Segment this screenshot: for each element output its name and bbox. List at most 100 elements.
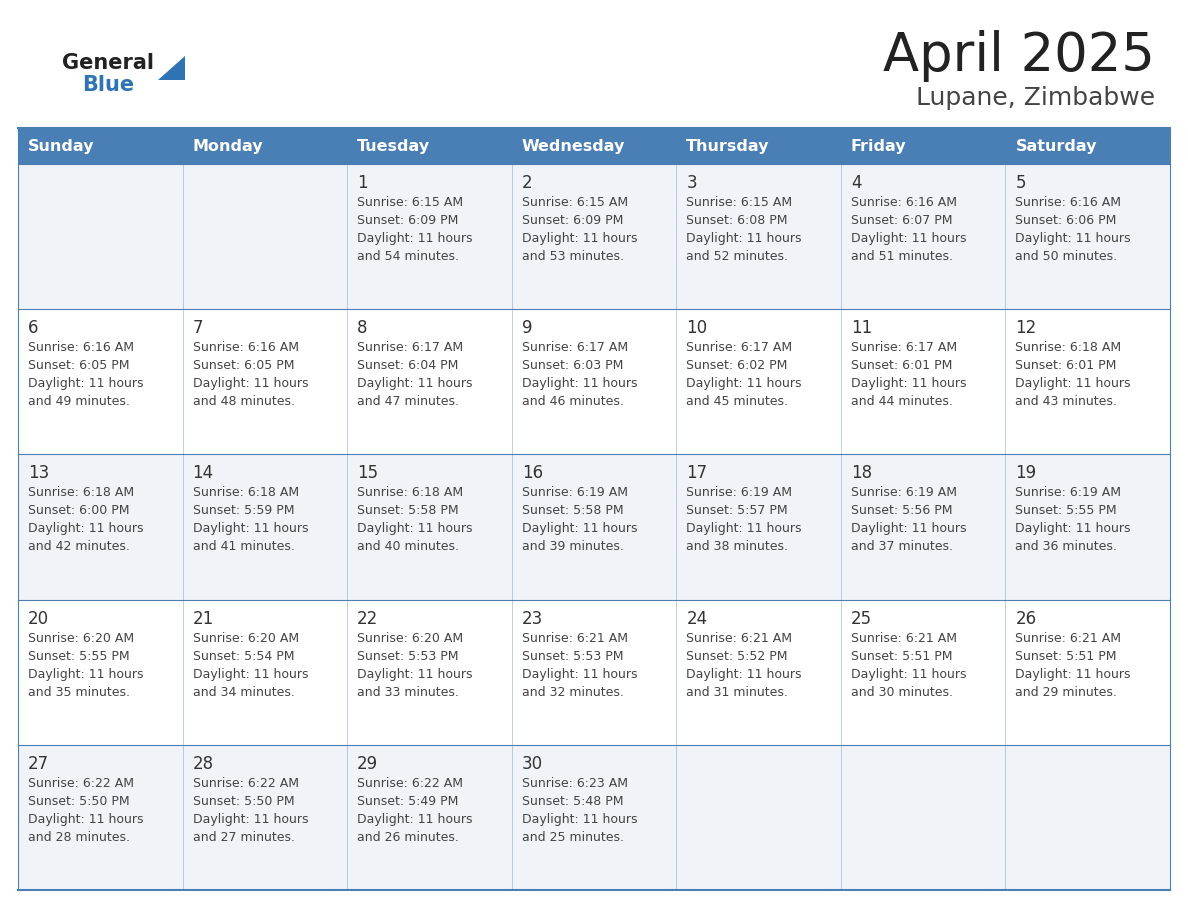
Text: 5: 5: [1016, 174, 1026, 192]
Text: and 38 minutes.: and 38 minutes.: [687, 541, 789, 554]
Text: Sunset: 5:50 PM: Sunset: 5:50 PM: [192, 795, 295, 808]
Text: Sunrise: 6:18 AM: Sunrise: 6:18 AM: [29, 487, 134, 499]
Bar: [18, 599, 1170, 744]
Text: Sunrise: 6:16 AM: Sunrise: 6:16 AM: [192, 341, 298, 354]
Text: Sunset: 5:48 PM: Sunset: 5:48 PM: [522, 795, 624, 808]
Bar: [18, 309, 1170, 454]
Text: and 28 minutes.: and 28 minutes.: [29, 831, 129, 844]
Polygon shape: [158, 56, 185, 80]
Text: Sunrise: 6:18 AM: Sunrise: 6:18 AM: [1016, 341, 1121, 354]
Text: Sunrise: 6:16 AM: Sunrise: 6:16 AM: [29, 341, 134, 354]
Text: Sunset: 6:01 PM: Sunset: 6:01 PM: [1016, 359, 1117, 372]
Text: and 35 minutes.: and 35 minutes.: [29, 686, 129, 699]
Text: Sunrise: 6:17 AM: Sunrise: 6:17 AM: [851, 341, 958, 354]
Text: 12: 12: [1016, 319, 1037, 337]
Text: Daylight: 11 hours: Daylight: 11 hours: [687, 377, 802, 390]
Text: Sunrise: 6:18 AM: Sunrise: 6:18 AM: [192, 487, 298, 499]
Bar: [18, 128, 1170, 164]
Text: and 29 minutes.: and 29 minutes.: [1016, 686, 1117, 699]
Text: and 32 minutes.: and 32 minutes.: [522, 686, 624, 699]
Text: and 27 minutes.: and 27 minutes.: [192, 831, 295, 844]
Text: 14: 14: [192, 465, 214, 482]
Text: and 25 minutes.: and 25 minutes.: [522, 831, 624, 844]
Text: Daylight: 11 hours: Daylight: 11 hours: [851, 232, 966, 245]
Text: 13: 13: [29, 465, 49, 482]
Text: Sunset: 5:51 PM: Sunset: 5:51 PM: [851, 650, 953, 663]
Text: Sunday: Sunday: [29, 139, 95, 153]
Text: and 41 minutes.: and 41 minutes.: [192, 541, 295, 554]
Text: and 33 minutes.: and 33 minutes.: [358, 686, 459, 699]
Text: Daylight: 11 hours: Daylight: 11 hours: [192, 812, 308, 826]
Text: Friday: Friday: [851, 139, 906, 153]
Text: 18: 18: [851, 465, 872, 482]
Text: Sunrise: 6:18 AM: Sunrise: 6:18 AM: [358, 487, 463, 499]
Text: Blue: Blue: [82, 75, 134, 95]
Text: 28: 28: [192, 755, 214, 773]
Text: Daylight: 11 hours: Daylight: 11 hours: [687, 667, 802, 680]
Text: 23: 23: [522, 610, 543, 628]
Text: Sunrise: 6:20 AM: Sunrise: 6:20 AM: [29, 632, 134, 644]
Text: Sunrise: 6:20 AM: Sunrise: 6:20 AM: [358, 632, 463, 644]
Text: Sunset: 5:55 PM: Sunset: 5:55 PM: [1016, 504, 1117, 518]
Text: Daylight: 11 hours: Daylight: 11 hours: [29, 667, 144, 680]
Text: 7: 7: [192, 319, 203, 337]
Text: Daylight: 11 hours: Daylight: 11 hours: [522, 522, 637, 535]
Text: Sunset: 6:04 PM: Sunset: 6:04 PM: [358, 359, 459, 372]
Text: 27: 27: [29, 755, 49, 773]
Text: Sunset: 5:55 PM: Sunset: 5:55 PM: [29, 650, 129, 663]
Text: Sunrise: 6:19 AM: Sunrise: 6:19 AM: [851, 487, 956, 499]
Text: Sunset: 5:54 PM: Sunset: 5:54 PM: [192, 650, 295, 663]
Text: Daylight: 11 hours: Daylight: 11 hours: [29, 377, 144, 390]
Text: Sunrise: 6:22 AM: Sunrise: 6:22 AM: [358, 777, 463, 789]
Text: Sunrise: 6:17 AM: Sunrise: 6:17 AM: [522, 341, 627, 354]
Text: Daylight: 11 hours: Daylight: 11 hours: [1016, 522, 1131, 535]
Text: 4: 4: [851, 174, 861, 192]
Text: Daylight: 11 hours: Daylight: 11 hours: [687, 522, 802, 535]
Text: 19: 19: [1016, 465, 1037, 482]
Text: Sunrise: 6:17 AM: Sunrise: 6:17 AM: [358, 341, 463, 354]
Text: Daylight: 11 hours: Daylight: 11 hours: [851, 667, 966, 680]
Text: Daylight: 11 hours: Daylight: 11 hours: [192, 667, 308, 680]
Text: Sunset: 6:09 PM: Sunset: 6:09 PM: [522, 214, 623, 227]
Text: Sunrise: 6:22 AM: Sunrise: 6:22 AM: [29, 777, 134, 789]
Text: 1: 1: [358, 174, 368, 192]
Text: Lupane, Zimbabwe: Lupane, Zimbabwe: [916, 86, 1155, 110]
Text: Sunset: 5:53 PM: Sunset: 5:53 PM: [358, 650, 459, 663]
Text: Sunrise: 6:19 AM: Sunrise: 6:19 AM: [1016, 487, 1121, 499]
Text: and 46 minutes.: and 46 minutes.: [522, 396, 624, 409]
Text: Monday: Monday: [192, 139, 264, 153]
Text: 3: 3: [687, 174, 697, 192]
Text: Sunset: 5:59 PM: Sunset: 5:59 PM: [192, 504, 295, 518]
Text: 30: 30: [522, 755, 543, 773]
Text: Daylight: 11 hours: Daylight: 11 hours: [687, 232, 802, 245]
Text: Sunset: 5:53 PM: Sunset: 5:53 PM: [522, 650, 624, 663]
Text: Sunrise: 6:21 AM: Sunrise: 6:21 AM: [687, 632, 792, 644]
Text: Sunset: 6:06 PM: Sunset: 6:06 PM: [1016, 214, 1117, 227]
Text: and 31 minutes.: and 31 minutes.: [687, 686, 788, 699]
Text: April 2025: April 2025: [883, 30, 1155, 82]
Text: Sunset: 6:01 PM: Sunset: 6:01 PM: [851, 359, 953, 372]
Text: 25: 25: [851, 610, 872, 628]
Text: Daylight: 11 hours: Daylight: 11 hours: [522, 812, 637, 826]
Text: Sunrise: 6:21 AM: Sunrise: 6:21 AM: [1016, 632, 1121, 644]
Text: Sunset: 5:51 PM: Sunset: 5:51 PM: [1016, 650, 1117, 663]
Text: Sunset: 5:58 PM: Sunset: 5:58 PM: [522, 504, 624, 518]
Text: Sunset: 5:52 PM: Sunset: 5:52 PM: [687, 650, 788, 663]
Text: and 40 minutes.: and 40 minutes.: [358, 541, 459, 554]
Text: and 54 minutes.: and 54 minutes.: [358, 250, 459, 263]
Text: Sunrise: 6:15 AM: Sunrise: 6:15 AM: [522, 196, 627, 209]
Text: 26: 26: [1016, 610, 1037, 628]
Text: Daylight: 11 hours: Daylight: 11 hours: [192, 377, 308, 390]
Text: Daylight: 11 hours: Daylight: 11 hours: [358, 522, 473, 535]
Text: Sunset: 6:09 PM: Sunset: 6:09 PM: [358, 214, 459, 227]
Text: Daylight: 11 hours: Daylight: 11 hours: [1016, 377, 1131, 390]
Text: Sunrise: 6:19 AM: Sunrise: 6:19 AM: [522, 487, 627, 499]
Text: and 49 minutes.: and 49 minutes.: [29, 396, 129, 409]
Text: 6: 6: [29, 319, 38, 337]
Text: Sunset: 5:49 PM: Sunset: 5:49 PM: [358, 795, 459, 808]
Text: 17: 17: [687, 465, 707, 482]
Text: Sunrise: 6:16 AM: Sunrise: 6:16 AM: [851, 196, 956, 209]
Text: and 51 minutes.: and 51 minutes.: [851, 250, 953, 263]
Text: and 47 minutes.: and 47 minutes.: [358, 396, 459, 409]
Text: Sunset: 6:00 PM: Sunset: 6:00 PM: [29, 504, 129, 518]
